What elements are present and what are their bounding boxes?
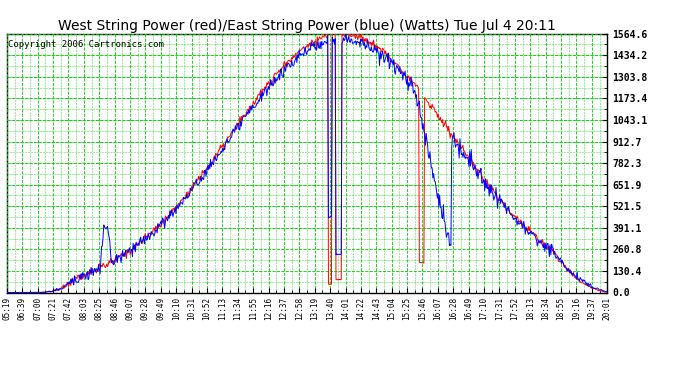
- Title: West String Power (red)/East String Power (blue) (Watts) Tue Jul 4 20:11: West String Power (red)/East String Powe…: [58, 19, 556, 33]
- Text: Copyright 2006 Cartronics.com: Copyright 2006 Cartronics.com: [8, 40, 164, 49]
